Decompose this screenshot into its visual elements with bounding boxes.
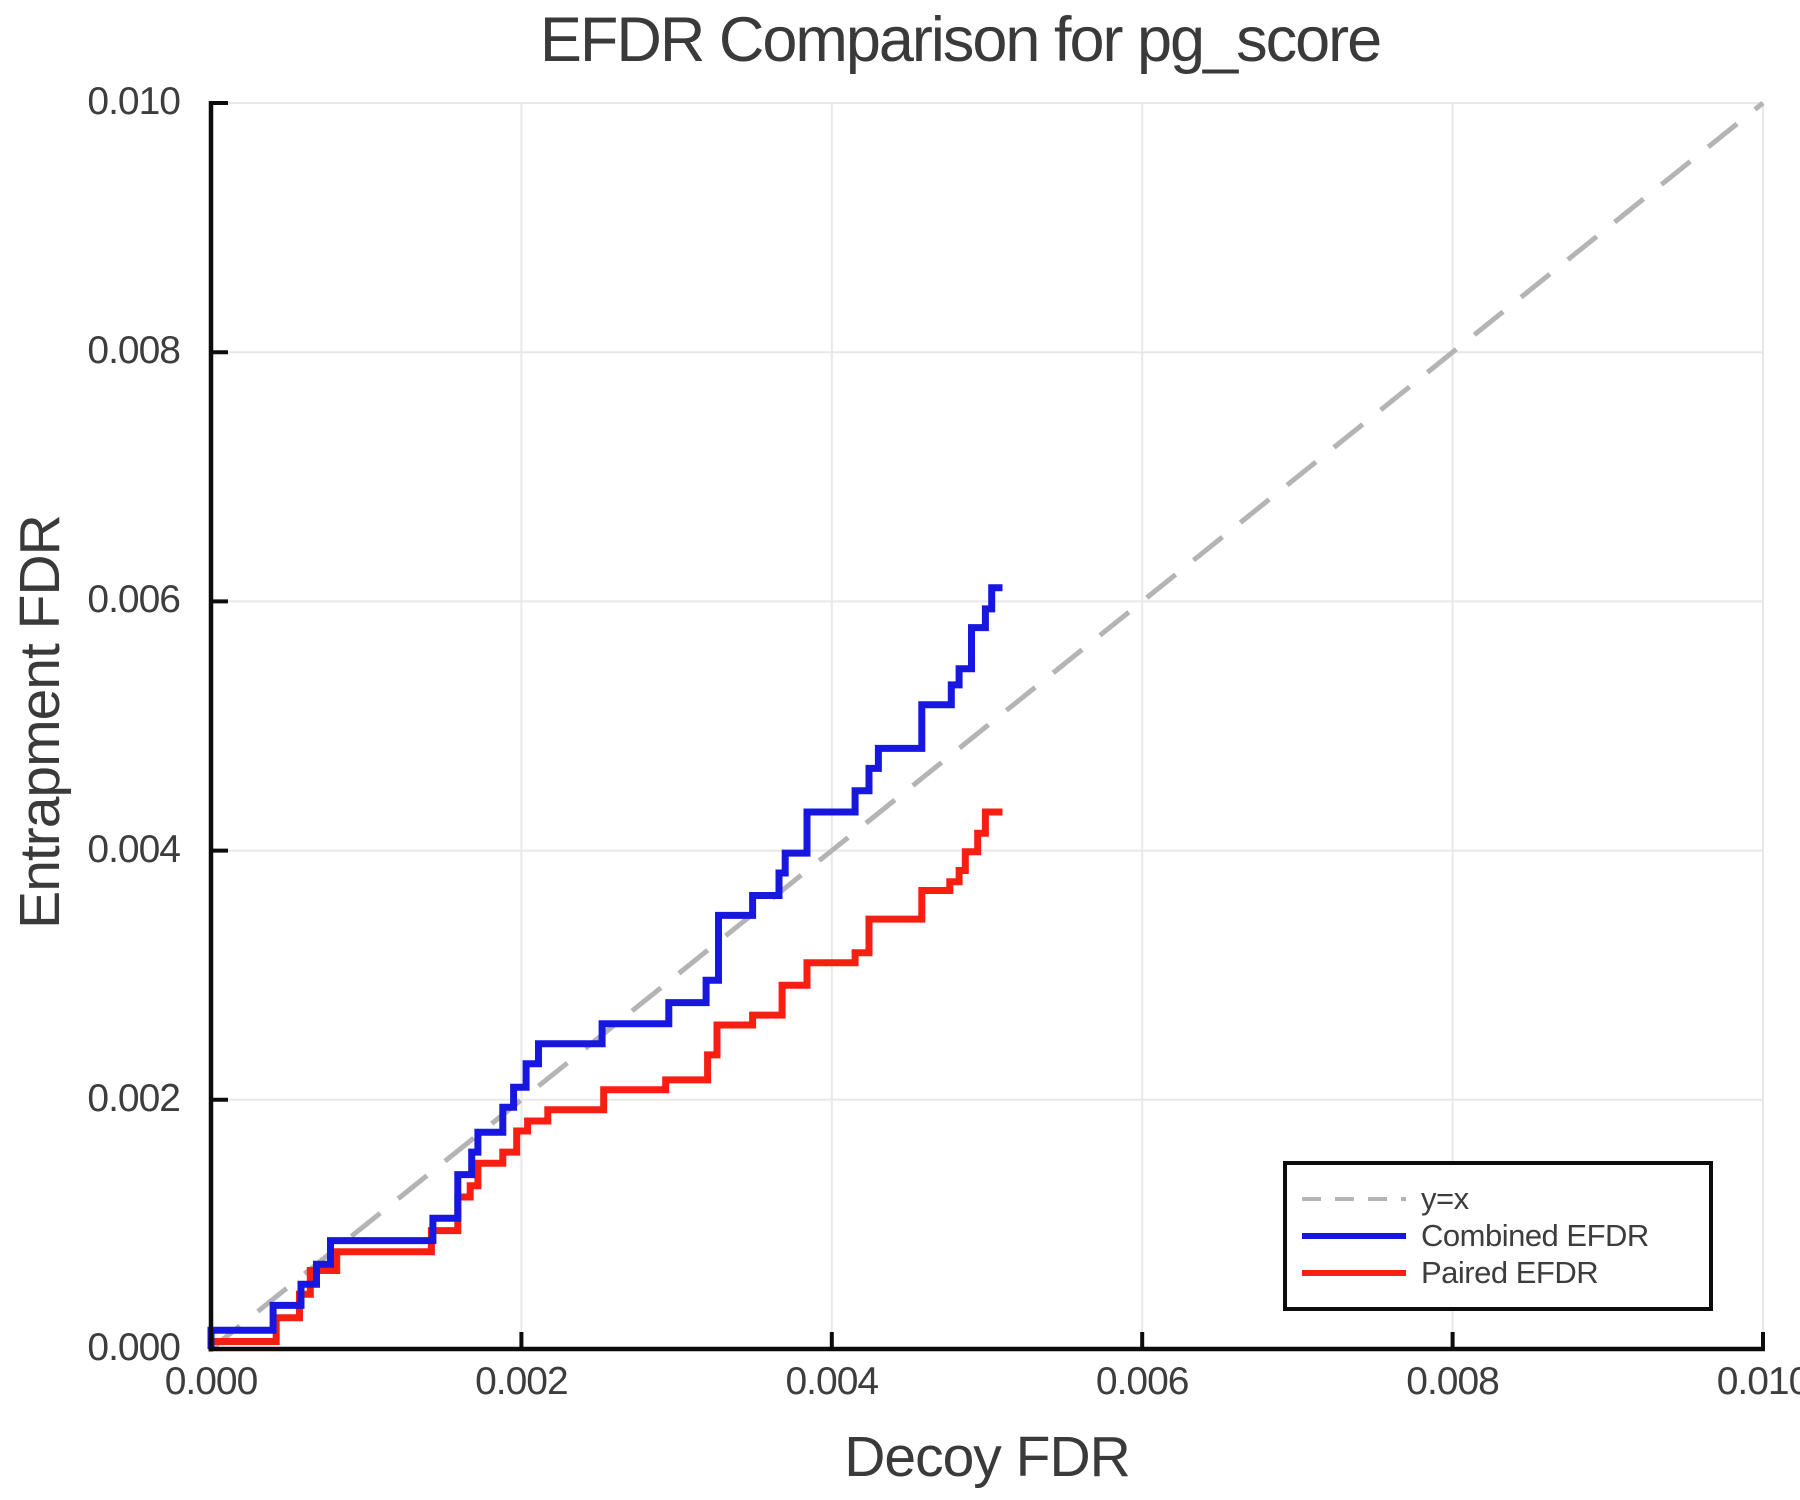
legend-row-reference: y=x bbox=[1300, 1181, 1709, 1218]
paired-line-sample bbox=[1302, 1270, 1406, 1276]
y-equals-x-line bbox=[209, 101, 1765, 1351]
legend-label-yx: y=x bbox=[1421, 1181, 1469, 1216]
y-tick-label: 0.008 bbox=[87, 329, 181, 373]
y-tick-label: 0.004 bbox=[87, 827, 181, 871]
x-tick-label: 0.006 bbox=[1095, 1360, 1190, 1403]
y-tick-label: 0.002 bbox=[87, 1076, 181, 1120]
x-tick-label: 0.010 bbox=[1716, 1360, 1800, 1403]
chart-title: EFDR Comparison for pg_score bbox=[539, 5, 1382, 75]
combined-efdr-line bbox=[207, 584, 1003, 1349]
legend-label-combined: Combined EFDR bbox=[1421, 1218, 1649, 1253]
x-tick-label: 0.002 bbox=[475, 1360, 569, 1403]
x-tick-label: 0.000 bbox=[164, 1360, 259, 1403]
y-tick-label: 0.010 bbox=[87, 80, 181, 123]
x-tick-label: 0.008 bbox=[1406, 1360, 1500, 1403]
x-tick-label: 0.004 bbox=[785, 1360, 879, 1403]
legend-label-paired: Paired EFDR bbox=[1421, 1255, 1599, 1290]
x-axis-label: Decoy FDR bbox=[844, 1425, 1131, 1489]
legend: y=x Combined EFDR Paired EFDR bbox=[1283, 1161, 1713, 1311]
y-tick-label: 0.000 bbox=[87, 1326, 181, 1369]
reference-line-layer bbox=[209, 101, 1765, 1351]
y-tick-label: 0.006 bbox=[87, 578, 181, 622]
axes bbox=[208, 101, 1765, 1352]
legend-row-combined: Combined EFDR bbox=[1300, 1218, 1709, 1255]
series-layer bbox=[207, 584, 1003, 1349]
combined-line-sample bbox=[1302, 1233, 1406, 1239]
dashed-line-sample bbox=[1302, 1197, 1406, 1201]
gridlines bbox=[211, 102, 1764, 1349]
paired-efdr-line bbox=[211, 808, 1003, 1345]
legend-row-paired: Paired EFDR bbox=[1300, 1255, 1709, 1292]
